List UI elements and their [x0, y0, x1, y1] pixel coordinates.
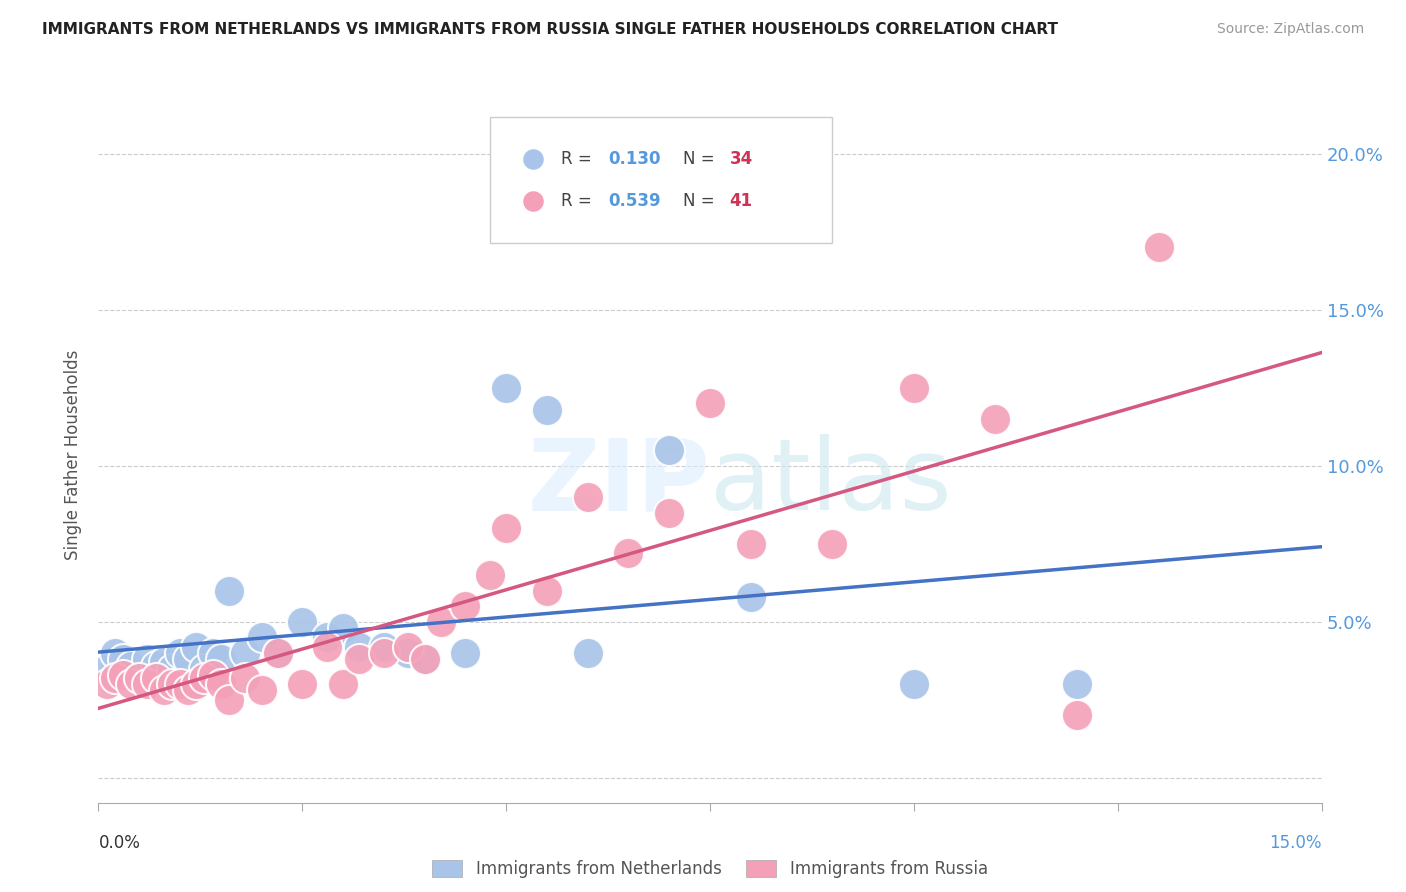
Point: [373, 640, 395, 654]
Point: [96, 662, 118, 676]
Point: [267, 646, 290, 660]
Point: [250, 683, 273, 698]
Point: [128, 671, 150, 685]
Point: [267, 646, 290, 660]
Point: [495, 381, 517, 395]
Point: [136, 677, 159, 691]
Point: [186, 640, 208, 654]
Text: 41: 41: [730, 192, 752, 210]
Point: [120, 658, 142, 673]
Point: [413, 652, 436, 666]
Text: ZIP: ZIP: [527, 434, 710, 532]
Point: [233, 646, 256, 660]
Point: [576, 490, 599, 504]
Y-axis label: Single Father Households: Single Father Households: [65, 350, 83, 560]
Text: atlas: atlas: [710, 434, 952, 532]
Point: [315, 640, 337, 654]
Point: [658, 443, 681, 458]
Text: 0.0%: 0.0%: [98, 834, 141, 852]
Point: [617, 546, 640, 560]
Point: [218, 583, 240, 598]
Point: [120, 677, 142, 691]
Point: [373, 646, 395, 660]
Text: Source: ZipAtlas.com: Source: ZipAtlas.com: [1216, 22, 1364, 37]
Point: [478, 568, 501, 582]
Point: [152, 683, 174, 698]
Point: [291, 615, 314, 629]
Text: 0.539: 0.539: [609, 192, 661, 210]
Point: [576, 646, 599, 660]
Point: [349, 640, 371, 654]
Point: [495, 521, 517, 535]
Point: [740, 537, 762, 551]
Point: [1066, 708, 1088, 723]
Point: [145, 658, 167, 673]
Point: [903, 677, 925, 691]
Point: [193, 671, 215, 685]
Point: [96, 677, 118, 691]
Point: [136, 652, 159, 666]
Point: [193, 662, 215, 676]
Point: [169, 646, 191, 660]
Point: [740, 590, 762, 604]
Point: [169, 677, 191, 691]
Point: [128, 671, 150, 685]
Point: [349, 652, 371, 666]
Point: [396, 640, 419, 654]
Point: [332, 677, 354, 691]
Point: [233, 671, 256, 685]
Text: N =: N =: [683, 192, 720, 210]
Point: [250, 631, 273, 645]
Point: [903, 381, 925, 395]
Point: [152, 656, 174, 670]
Point: [177, 652, 200, 666]
Text: R =: R =: [561, 150, 596, 169]
Text: IMMIGRANTS FROM NETHERLANDS VS IMMIGRANTS FROM RUSSIA SINGLE FATHER HOUSEHOLDS C: IMMIGRANTS FROM NETHERLANDS VS IMMIGRANT…: [42, 22, 1059, 37]
FancyBboxPatch shape: [489, 118, 832, 243]
Point: [454, 646, 477, 660]
Point: [413, 652, 436, 666]
Legend: Immigrants from Netherlands, Immigrants from Russia: Immigrants from Netherlands, Immigrants …: [426, 854, 994, 885]
Point: [658, 506, 681, 520]
Text: N =: N =: [683, 150, 720, 169]
Point: [209, 652, 232, 666]
Text: 0.130: 0.130: [609, 150, 661, 169]
Point: [177, 683, 200, 698]
Point: [218, 693, 240, 707]
Point: [104, 671, 127, 685]
Point: [111, 652, 134, 666]
Point: [111, 668, 134, 682]
Point: [145, 671, 167, 685]
Point: [699, 396, 721, 410]
Point: [1066, 677, 1088, 691]
Text: R =: R =: [561, 192, 596, 210]
Text: 34: 34: [730, 150, 752, 169]
Point: [291, 677, 314, 691]
Point: [536, 583, 558, 598]
Point: [821, 537, 844, 551]
Point: [104, 646, 127, 660]
Point: [1147, 240, 1170, 254]
Point: [430, 615, 453, 629]
Point: [160, 677, 183, 691]
Point: [209, 677, 232, 691]
Point: [315, 631, 337, 645]
Point: [454, 599, 477, 614]
Point: [201, 668, 224, 682]
Point: [332, 621, 354, 635]
Point: [396, 646, 419, 660]
Point: [984, 412, 1007, 426]
Point: [201, 646, 224, 660]
Point: [160, 662, 183, 676]
Text: 15.0%: 15.0%: [1270, 834, 1322, 852]
Point: [186, 677, 208, 691]
Point: [536, 402, 558, 417]
